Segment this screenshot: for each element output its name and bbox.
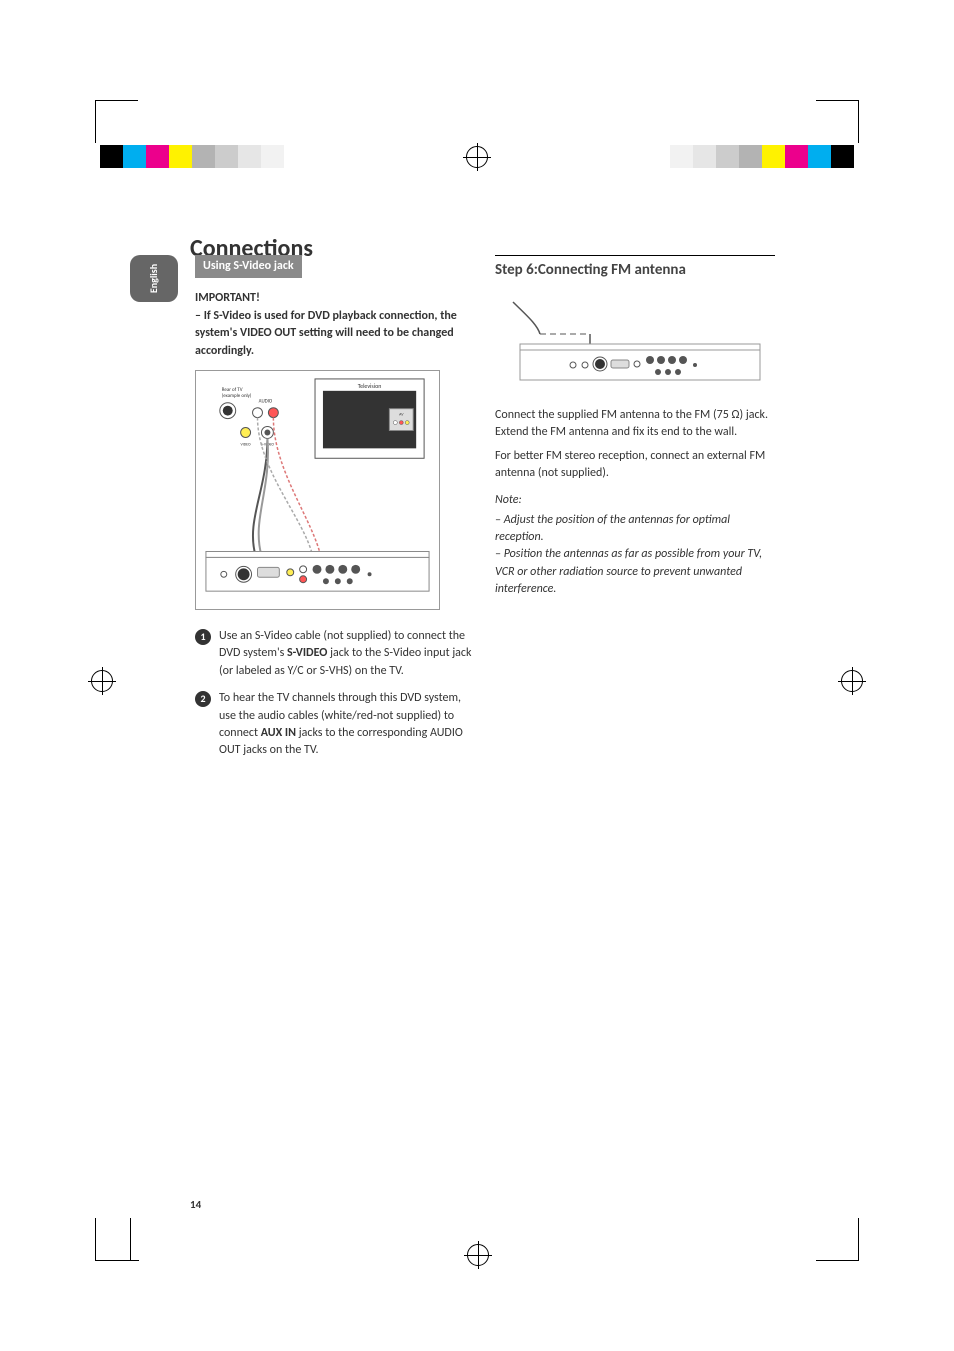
right-column: Step 6:Connecting FM antenna Con (495, 255, 775, 599)
step-2-text: To hear the TV channels through this DVD… (219, 690, 475, 760)
crop-mark-icon (816, 100, 859, 143)
fm-antenna-svg (495, 294, 775, 389)
registration-mark-icon (466, 146, 488, 168)
page-number: 14 (190, 1198, 201, 1211)
svg-text:VIDEO: VIDEO (241, 442, 252, 447)
step-heading: Step 6:Connecting FM antenna (495, 255, 775, 282)
left-column: Using S-Video jack IMPORTANT! – If S-Vid… (195, 255, 475, 770)
svideo-diagram-svg: Television AV Rear of TV (example only) … (196, 371, 439, 609)
step-2: 2 To hear the TV channels through this D… (195, 690, 475, 760)
reg-swatches-right (670, 145, 954, 168)
bullet-2-icon: 2 (195, 691, 211, 707)
note-2: – Position the antennas as far as possib… (495, 546, 775, 598)
registration-mark-icon (91, 670, 113, 692)
step-1: 1 Use an S-Video cable (not supplied) to… (195, 628, 475, 680)
step-1-text: Use an S-Video cable (not supplied) to c… (219, 628, 475, 680)
fm-antenna-diagram (495, 294, 775, 389)
note-block: Note: – Adjust the position of the anten… (495, 492, 775, 598)
svideo-connection-diagram: Television AV Rear of TV (example only) … (195, 370, 440, 610)
important-block: IMPORTANT! – If S-Video is used for DVD … (195, 290, 475, 360)
language-tab: English (130, 255, 178, 302)
registration-bar-top (0, 145, 954, 168)
para-2: For better FM stereo reception, connect … (495, 448, 775, 483)
svg-text:AV: AV (399, 413, 404, 418)
svg-text:AUDIO: AUDIO (259, 399, 273, 405)
crop-mark-icon (816, 1218, 859, 1261)
para-1: Connect the supplied FM antenna to the F… (495, 407, 775, 442)
important-body: – If S-Video is used for DVD playback co… (195, 308, 475, 360)
reg-swatches-left (0, 145, 284, 168)
note-heading: Note: (495, 492, 775, 509)
note-1: – Adjust the position of the antennas fo… (495, 512, 775, 547)
svg-text:(example only): (example only) (222, 392, 252, 399)
crop-mark-icon (95, 100, 138, 143)
language-tab-label: English (147, 264, 160, 293)
registration-mark-icon (841, 670, 863, 692)
section-label: Using S-Video jack (195, 255, 302, 278)
svg-text:Television: Television (358, 382, 382, 390)
crop-mark-icon (130, 1218, 139, 1261)
bullet-1-icon: 1 (195, 629, 211, 645)
important-heading: IMPORTANT! (195, 290, 475, 307)
registration-mark-icon (467, 1244, 489, 1266)
